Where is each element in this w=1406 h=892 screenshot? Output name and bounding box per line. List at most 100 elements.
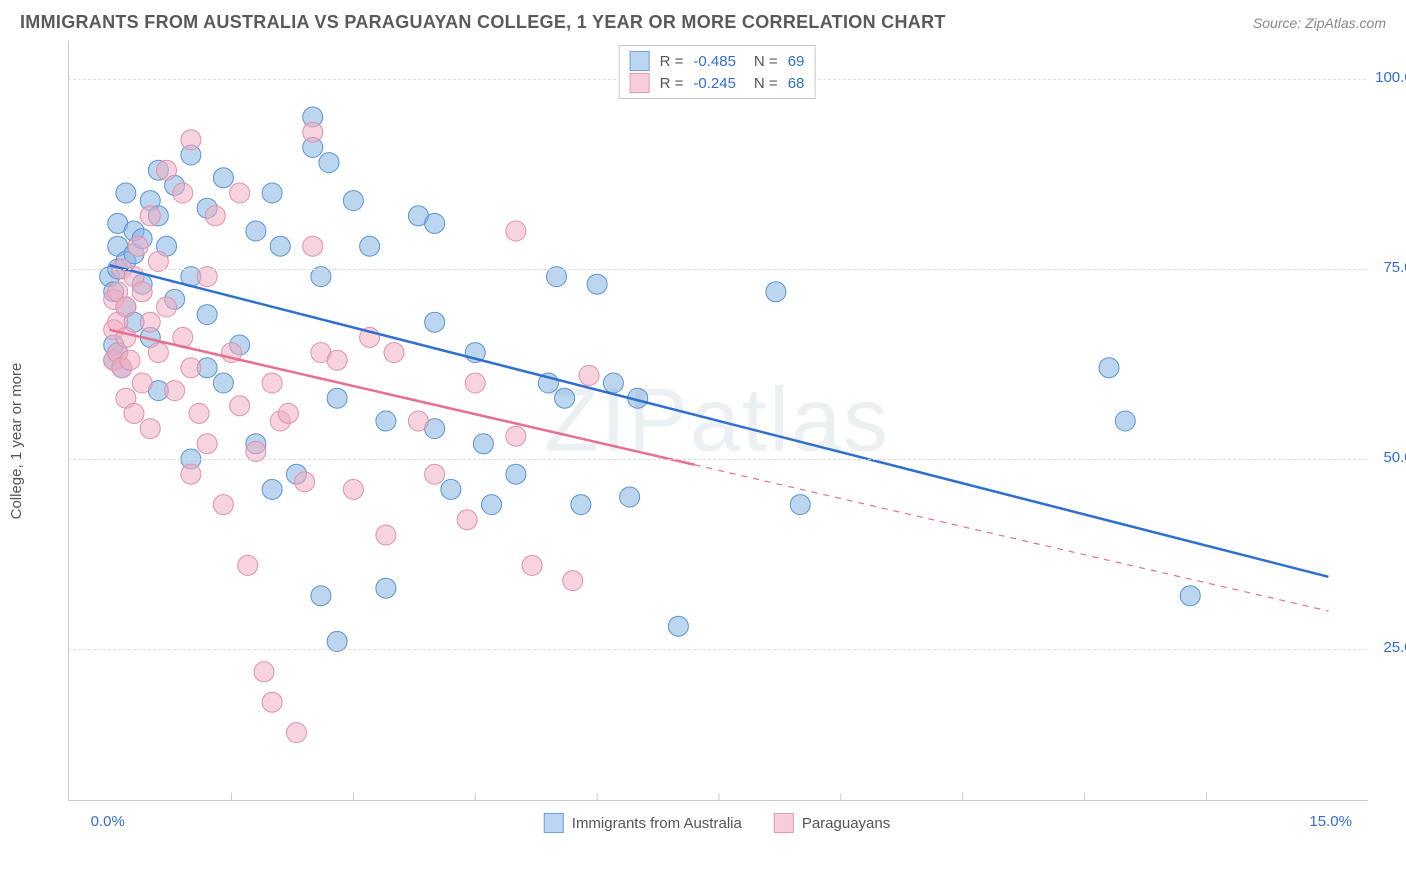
data-point: [213, 373, 233, 393]
n-label: N =: [754, 75, 778, 92]
y-axis-label: College, 1 year or more: [8, 363, 25, 520]
data-point: [376, 525, 396, 545]
data-point: [482, 495, 502, 515]
data-point: [295, 472, 315, 492]
legend-series-item-0: Immigrants from Australia: [544, 813, 742, 833]
data-point: [230, 183, 250, 203]
data-point: [506, 221, 526, 241]
data-point: [116, 327, 136, 347]
data-point: [181, 130, 201, 150]
data-point: [270, 236, 290, 256]
data-point: [246, 221, 266, 241]
data-point: [140, 312, 160, 332]
chart-source: Source: ZipAtlas.com: [1253, 15, 1386, 31]
y-tick-label: 25.0%: [1383, 639, 1406, 656]
data-point: [376, 578, 396, 598]
data-point: [148, 343, 168, 363]
data-point: [197, 305, 217, 325]
data-point: [254, 662, 274, 682]
data-point: [360, 236, 380, 256]
y-tick-label: 75.0%: [1383, 259, 1406, 276]
data-point: [303, 236, 323, 256]
data-point: [157, 297, 177, 317]
data-point: [1115, 411, 1135, 431]
data-point: [120, 350, 140, 370]
data-point: [441, 479, 461, 499]
legend-swatch-blue: [544, 813, 564, 833]
data-point: [238, 555, 258, 575]
data-point: [603, 373, 623, 393]
data-point: [205, 206, 225, 226]
chart-container: College, 1 year or more R = -0.485 N = 6…: [20, 41, 1386, 801]
legend-stats-row-0: R = -0.485 N = 69: [630, 50, 805, 72]
data-point: [522, 555, 542, 575]
r-label: R =: [660, 75, 684, 92]
legend-series-label: Paraguayans: [802, 815, 890, 832]
data-point: [262, 183, 282, 203]
source-prefix: Source:: [1253, 15, 1305, 31]
data-point: [587, 274, 607, 294]
data-point: [563, 571, 583, 591]
n-value: 68: [788, 75, 805, 92]
data-point: [189, 403, 209, 423]
data-point: [1099, 358, 1119, 378]
legend-swatch-pink: [630, 73, 650, 93]
data-point: [506, 426, 526, 446]
data-point: [165, 381, 185, 401]
data-point: [213, 495, 233, 515]
data-point: [327, 388, 347, 408]
n-label: N =: [754, 53, 778, 70]
data-point: [1180, 586, 1200, 606]
legend-swatch-pink: [774, 813, 794, 833]
data-point: [181, 464, 201, 484]
data-point: [790, 495, 810, 515]
data-point: [555, 388, 575, 408]
source-name: ZipAtlas.com: [1305, 15, 1386, 31]
plot-wrap: R = -0.485 N = 69 R = -0.245 N = 68 ZIPa…: [68, 41, 1366, 801]
legend-swatch-blue: [630, 51, 650, 71]
r-label: R =: [660, 53, 684, 70]
data-point: [457, 510, 477, 530]
data-point: [425, 213, 445, 233]
data-point: [262, 692, 282, 712]
chart-header: IMMIGRANTS FROM AUSTRALIA VS PARAGUAYAN …: [0, 0, 1406, 41]
data-point: [311, 586, 331, 606]
legend-stats: R = -0.485 N = 69 R = -0.245 N = 68: [619, 45, 816, 99]
data-point: [132, 373, 152, 393]
legend-series: Immigrants from Australia Paraguayans: [544, 813, 890, 833]
data-point: [197, 434, 217, 454]
data-point: [116, 297, 136, 317]
n-value: 69: [788, 53, 805, 70]
data-point: [319, 153, 339, 173]
data-point: [766, 282, 786, 302]
data-point: [278, 403, 298, 423]
data-point: [287, 723, 307, 743]
data-point: [579, 365, 599, 385]
data-point: [327, 350, 347, 370]
r-value: -0.245: [693, 75, 736, 92]
legend-series-item-1: Paraguayans: [774, 813, 890, 833]
data-point: [571, 495, 591, 515]
data-point: [181, 358, 201, 378]
x-tick-label: 0.0%: [91, 813, 125, 830]
data-point: [262, 373, 282, 393]
data-point: [157, 160, 177, 180]
data-point: [343, 479, 363, 499]
legend-stats-row-1: R = -0.245 N = 68: [630, 72, 805, 94]
data-point: [668, 616, 688, 636]
data-point: [303, 122, 323, 142]
y-tick-label: 100.0%: [1375, 69, 1406, 86]
data-point: [128, 236, 148, 256]
y-tick-label: 50.0%: [1383, 449, 1406, 466]
data-point: [425, 464, 445, 484]
data-point: [116, 183, 136, 203]
trend-line-dashed: [695, 465, 1329, 611]
data-point: [376, 411, 396, 431]
data-point: [140, 206, 160, 226]
data-point: [425, 312, 445, 332]
data-point: [213, 168, 233, 188]
legend-series-label: Immigrants from Australia: [572, 815, 742, 832]
x-tick-label: 15.0%: [1309, 813, 1352, 830]
data-point: [140, 419, 160, 439]
data-point: [384, 343, 404, 363]
